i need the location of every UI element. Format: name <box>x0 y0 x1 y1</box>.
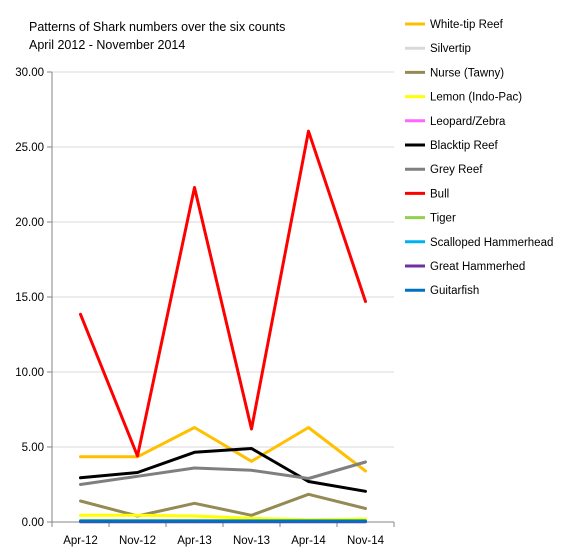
y-tick-label: 25.00 <box>15 142 44 154</box>
y-tick-label: 0.00 <box>22 517 44 529</box>
legend-label-bull: Bull <box>430 188 449 200</box>
x-tick-label: Nov-14 <box>347 535 385 547</box>
series-lines <box>79 129 367 524</box>
legend-label-grey-reef: Grey Reef <box>430 164 483 176</box>
y-axis-tick-labels: 0.00 5.00 10.00 15.00 20.00 25.00 30.00 <box>15 67 44 529</box>
y-tick-label: 15.00 <box>15 292 44 304</box>
legend-label-tiger: Tiger <box>430 213 456 225</box>
chart-title-line-2: April 2012 - November 2014 <box>29 38 185 52</box>
series-line-grey-reef <box>79 460 367 486</box>
y-tick-label: 30.00 <box>15 67 44 79</box>
gridlines <box>52 71 394 448</box>
legend-label-nurse-tawny: Nurse (Tawny) <box>430 67 504 79</box>
series-line-white-tip-reef <box>79 426 367 473</box>
x-axis-tick-labels: Apr-12 Nov-12 Apr-13 Nov-13 Apr-14 Nov-14 <box>63 535 384 547</box>
x-tick-label: Apr-14 <box>291 535 326 547</box>
x-tick-label: Nov-13 <box>233 535 270 547</box>
y-tick-label: 5.00 <box>22 442 44 454</box>
legend-label-guitarfish: Guitarfish <box>430 285 479 297</box>
chart-title-line-1: Patterns of Shark numbers over the six c… <box>29 20 285 34</box>
legend-label-great-hammerhed: Great Hammerhed <box>430 261 525 273</box>
legend-label-white-tip-reef: White-tip Reef <box>430 19 504 31</box>
x-tick-label: Apr-12 <box>63 535 98 547</box>
legend-label-lemon-indo-pac: Lemon (Indo-Pac) <box>430 92 522 104</box>
series-line-nurse-tawny <box>79 492 367 518</box>
legend-label-silvertip: Silvertip <box>430 43 471 55</box>
x-tick-label: Apr-13 <box>177 535 212 547</box>
y-tick-label: 10.00 <box>15 367 44 379</box>
legend-label-blacktip-reef: Blacktip Reef <box>430 140 499 152</box>
series-line-bull <box>79 129 367 458</box>
legend-label-leopard-zebra: Leopard/Zebra <box>430 116 506 128</box>
x-tick-label: Nov-12 <box>119 535 156 547</box>
legend-label-scalloped-hammerhead: Scalloped Hammerhead <box>430 237 553 249</box>
legend: White-tip Reef Silvertip Nurse (Tawny) Lemo… <box>405 19 553 297</box>
series-line-blacktip-reef <box>79 447 367 493</box>
y-tick-label: 20.00 <box>15 217 44 229</box>
